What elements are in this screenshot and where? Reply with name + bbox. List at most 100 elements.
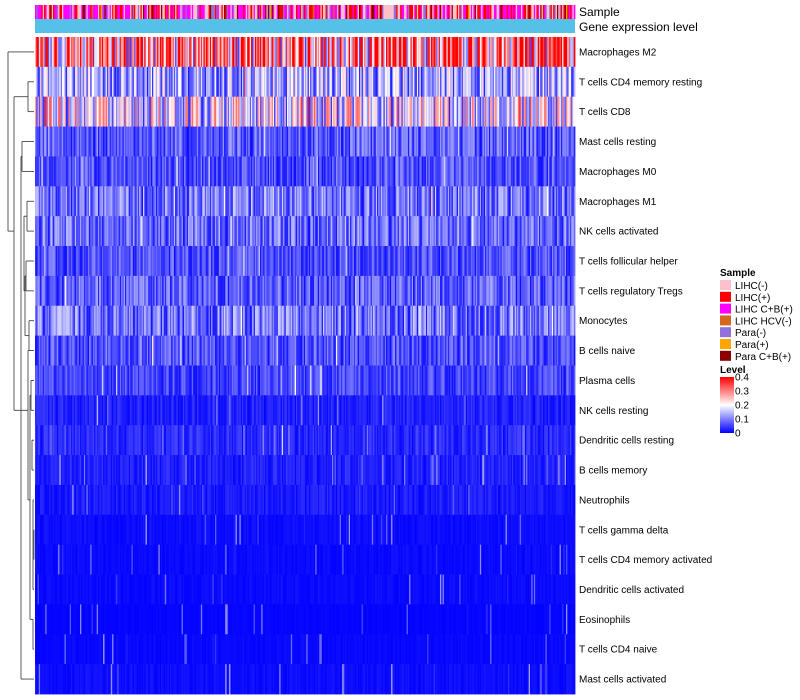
heatmap-cell <box>240 37 243 68</box>
heatmap-cell <box>389 216 392 247</box>
sample-annotation-cell <box>213 5 216 19</box>
heatmap-cell <box>157 156 159 187</box>
heatmap-cell <box>233 186 235 217</box>
heatmap-cell <box>307 186 310 217</box>
heatmap-cell <box>383 156 386 187</box>
heatmap-cell <box>136 96 139 127</box>
sample-annotation-cell <box>449 5 451 19</box>
heatmap-cell <box>515 96 518 127</box>
heatmap-cell <box>55 216 58 247</box>
heatmap-cell <box>414 126 416 157</box>
heatmap-cell <box>464 37 467 68</box>
heatmap-cell <box>158 216 161 247</box>
heatmap-cell <box>96 96 99 127</box>
heatmap-cell <box>251 216 253 247</box>
heatmap-cell <box>469 156 472 187</box>
heatmap-cell <box>221 156 224 187</box>
heatmap-cell <box>545 37 548 68</box>
sample-annotation-cell <box>50 5 53 19</box>
heatmap-cell <box>64 216 67 247</box>
heatmap-cell <box>521 96 523 127</box>
heatmap-cell <box>314 216 316 247</box>
heatmap-cell <box>100 37 103 68</box>
heatmap-cell <box>294 156 297 187</box>
heatmap-cell <box>36 126 38 157</box>
heatmap-cell <box>549 66 551 98</box>
heatmap-cell <box>257 186 260 217</box>
heatmap-cell <box>171 96 173 127</box>
heatmap-cell <box>344 66 347 98</box>
heatmap-cell <box>371 66 374 98</box>
heatmap-cell <box>60 156 63 187</box>
heatmap-cell <box>216 156 218 187</box>
heatmap-cell <box>284 216 287 247</box>
heatmap-cell <box>105 186 108 217</box>
heatmap-cell <box>419 66 422 98</box>
heatmap-cell <box>369 216 371 247</box>
heatmap-cell <box>499 186 501 217</box>
heatmap-cell <box>158 37 161 68</box>
heatmap-cell <box>101 37 104 68</box>
heatmap-cell <box>553 37 555 68</box>
heatmap-cell <box>400 37 402 68</box>
heatmap-cell <box>398 156 401 187</box>
heatmap-cell <box>180 156 182 187</box>
heatmap-cell <box>469 66 472 98</box>
heatmap-cell <box>456 37 459 68</box>
heatmap-cell <box>458 156 460 187</box>
heatmap-cell <box>141 126 144 157</box>
heatmap-cell <box>288 37 290 68</box>
heatmap-cell <box>400 216 402 247</box>
sample-annotation-cell <box>289 5 292 19</box>
heatmap-cell <box>86 66 89 98</box>
heatmap-cell <box>269 126 271 157</box>
heatmap-cell <box>287 37 289 68</box>
heatmap-cell <box>383 126 386 157</box>
heatmap-cell <box>573 37 576 68</box>
heatmap-cell <box>287 66 289 98</box>
heatmap-cell <box>212 66 215 98</box>
heatmap-cell <box>454 186 456 217</box>
heatmap-cell <box>266 216 269 247</box>
sample-annotation-cell <box>51 5 54 19</box>
heatmap-cell <box>116 156 118 187</box>
heatmap-cell <box>297 37 299 68</box>
heatmap-cell <box>517 66 519 98</box>
heatmap-cell <box>95 37 98 68</box>
heatmap-cell <box>320 156 323 187</box>
heatmap-cell <box>85 96 87 127</box>
heatmap-cell <box>533 186 536 217</box>
sample-annotation-cell <box>522 5 524 19</box>
heatmap-cell <box>262 186 265 217</box>
heatmap-cell <box>233 156 235 187</box>
heatmap-cell <box>431 126 433 157</box>
heatmap-cell <box>407 186 410 217</box>
heatmap-cell <box>149 66 152 98</box>
heatmap-cell <box>542 126 545 157</box>
heatmap-cell <box>339 66 342 98</box>
heatmap-cell <box>62 156 64 187</box>
heatmap-cell <box>415 37 418 68</box>
heatmap-cell <box>109 37 112 68</box>
sample-annotation-cell <box>374 5 377 19</box>
heatmap-cell <box>528 186 531 217</box>
sample-annotation-cell <box>350 5 352 19</box>
sample-annotation-cell <box>558 5 560 19</box>
heatmap-cell <box>396 186 398 217</box>
heatmap-cell <box>521 126 523 157</box>
heatmap-cell <box>374 37 377 68</box>
heatmap-cell <box>422 96 424 127</box>
sample-annotation-cell <box>55 5 58 19</box>
heatmap-cell <box>158 186 161 217</box>
heatmap-cell <box>103 66 105 98</box>
heatmap-cell <box>315 126 317 157</box>
heatmap-cell <box>197 96 199 127</box>
heatmap-cell <box>388 216 391 247</box>
heatmap-cell <box>153 156 155 187</box>
heatmap-cell <box>195 96 198 127</box>
heatmap-cell <box>492 96 495 127</box>
heatmap-cell <box>279 66 281 98</box>
heatmap-cell <box>164 156 167 187</box>
heatmap-cell <box>405 186 407 217</box>
heatmap-cell <box>333 216 335 247</box>
